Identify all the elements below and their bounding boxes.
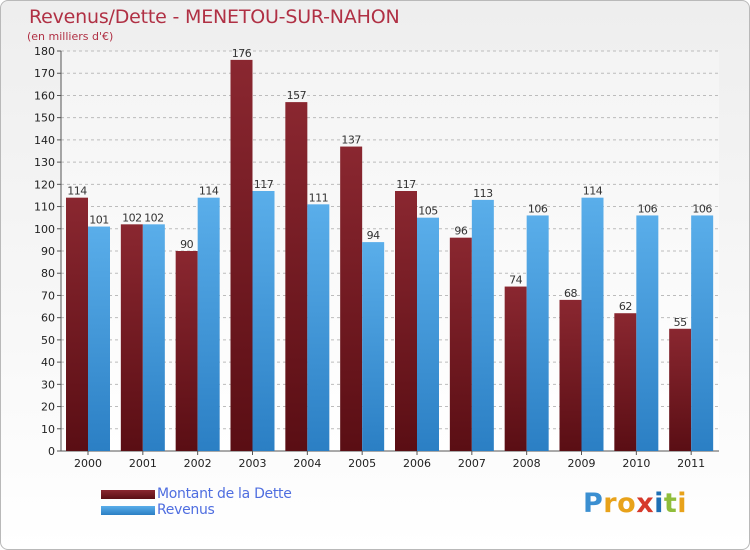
bar-dette bbox=[395, 191, 417, 451]
value-label: 106 bbox=[692, 202, 712, 215]
proxiti-logo: Proxiti bbox=[583, 488, 687, 519]
value-label: 114 bbox=[583, 185, 603, 198]
value-label: 111 bbox=[309, 191, 329, 204]
bar-revenus bbox=[581, 197, 604, 451]
value-label: 74 bbox=[509, 274, 522, 287]
logo-letter: r bbox=[603, 488, 618, 519]
x-tick-label: 2009 bbox=[568, 457, 596, 470]
y-tick-label: 180 bbox=[34, 45, 55, 58]
y-tick-label: 120 bbox=[34, 178, 55, 191]
logo-letter: i bbox=[677, 488, 688, 519]
legend-item-dette: Montant de la Dette bbox=[101, 486, 361, 503]
y-tick-label: 40 bbox=[41, 356, 55, 369]
x-tick-label: 2004 bbox=[293, 457, 321, 470]
value-label: 106 bbox=[528, 202, 548, 215]
logo-letter: i bbox=[654, 488, 664, 519]
chart-subtitle: (en milliers d'€) bbox=[27, 30, 114, 43]
y-tick-label: 80 bbox=[41, 267, 55, 280]
bar-revenus bbox=[417, 217, 439, 451]
y-tick-label: 70 bbox=[41, 289, 55, 302]
y-tick-label: 150 bbox=[34, 112, 55, 125]
y-tick-label: 160 bbox=[34, 89, 55, 102]
value-label: 137 bbox=[341, 134, 361, 147]
y-tick-label: 90 bbox=[41, 245, 55, 258]
value-label: 94 bbox=[367, 229, 380, 242]
legend: Montant de la Dette Revenus bbox=[101, 486, 361, 519]
y-tick-label: 20 bbox=[41, 401, 55, 414]
value-label: 117 bbox=[396, 178, 416, 191]
x-tick-label: 2005 bbox=[348, 457, 376, 470]
bar-revenus bbox=[636, 215, 659, 451]
bar-revenus bbox=[471, 199, 494, 451]
bar-revenus bbox=[142, 224, 165, 451]
bar-revenus bbox=[197, 197, 220, 451]
x-tick-label: 2008 bbox=[513, 457, 541, 470]
value-label: 102 bbox=[122, 211, 142, 224]
legend-label-dette: Montant de la Dette bbox=[157, 486, 292, 502]
value-label: 114 bbox=[199, 185, 219, 198]
y-tick-label: 170 bbox=[34, 67, 55, 80]
value-label: 105 bbox=[418, 205, 438, 218]
value-label: 157 bbox=[287, 89, 307, 102]
value-label: 55 bbox=[674, 316, 687, 329]
y-tick-label: 100 bbox=[34, 223, 55, 236]
y-tick-label: 110 bbox=[34, 201, 55, 214]
chart-title: Revenus/Dette - MENETOU-SUR-NAHON bbox=[29, 6, 400, 28]
y-tick-label: 0 bbox=[48, 445, 55, 458]
bar-revenus bbox=[88, 226, 110, 451]
bar-dette bbox=[559, 299, 582, 451]
bar-dette bbox=[66, 197, 88, 451]
logo-letter: o bbox=[617, 488, 637, 519]
bar-revenus bbox=[252, 191, 275, 451]
value-label: 117 bbox=[254, 178, 274, 191]
bar-dette bbox=[175, 251, 198, 451]
bar-dette bbox=[614, 313, 637, 451]
value-label: 106 bbox=[638, 202, 658, 215]
logo-letter: P bbox=[583, 488, 604, 519]
logo-letter: x bbox=[636, 488, 655, 519]
value-label: 176 bbox=[232, 47, 252, 60]
bar-dette bbox=[230, 59, 253, 452]
legend-swatch-dette bbox=[101, 490, 155, 499]
x-tick-label: 2011 bbox=[677, 457, 705, 470]
bar-dette bbox=[449, 237, 472, 451]
bar-dette bbox=[504, 286, 527, 451]
value-label: 101 bbox=[89, 214, 109, 227]
legend-swatch-revenus bbox=[101, 506, 155, 515]
value-label: 68 bbox=[564, 287, 577, 300]
bar-revenus bbox=[307, 204, 330, 451]
y-tick-label: 10 bbox=[41, 423, 55, 436]
y-tick-label: 130 bbox=[34, 156, 55, 169]
x-tick-label: 2001 bbox=[129, 457, 157, 470]
value-label: 90 bbox=[180, 238, 193, 251]
bar-revenus bbox=[362, 242, 385, 451]
logo-letter: t bbox=[663, 488, 678, 519]
x-tick-label: 2010 bbox=[622, 457, 650, 470]
value-label: 114 bbox=[67, 185, 87, 198]
bar-dette bbox=[120, 224, 143, 451]
bar-revenus bbox=[526, 215, 549, 451]
x-tick-label: 2006 bbox=[403, 457, 431, 470]
bar-revenus bbox=[691, 215, 714, 451]
legend-item-revenus: Revenus bbox=[101, 502, 361, 519]
y-tick-label: 50 bbox=[41, 334, 55, 347]
y-tick-label: 140 bbox=[34, 134, 55, 147]
bar-dette bbox=[669, 328, 692, 451]
bar-dette bbox=[340, 146, 363, 452]
y-tick-label: 30 bbox=[41, 378, 55, 391]
y-tick-label: 60 bbox=[41, 312, 55, 325]
value-label: 102 bbox=[144, 211, 164, 224]
legend-label-revenus: Revenus bbox=[157, 502, 215, 518]
value-label: 96 bbox=[454, 225, 467, 238]
x-tick-label: 2003 bbox=[239, 457, 267, 470]
value-label: 113 bbox=[473, 187, 493, 200]
bar-dette bbox=[285, 102, 308, 451]
x-tick-label: 2002 bbox=[184, 457, 212, 470]
value-label: 62 bbox=[619, 300, 632, 313]
x-tick-label: 2000 bbox=[74, 457, 102, 470]
x-tick-label: 2007 bbox=[458, 457, 486, 470]
